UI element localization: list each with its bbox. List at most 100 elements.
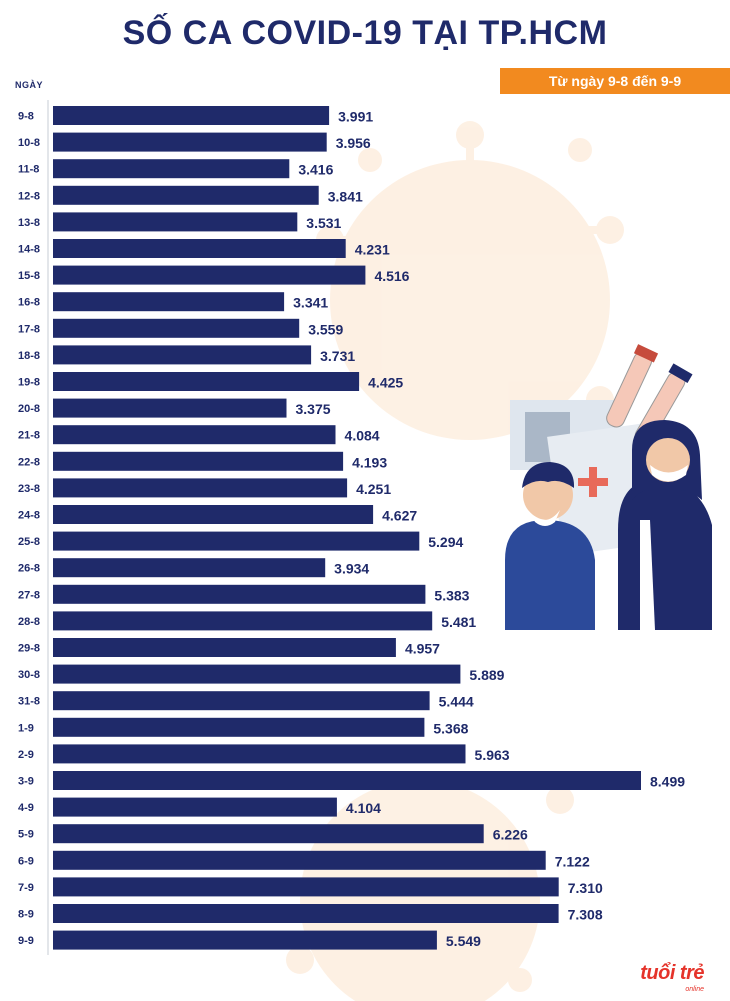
bar-31-8 [53,691,430,711]
tick-label-27-8: 27-8 [18,589,40,601]
tick-label-19-8: 19-8 [18,377,40,389]
tick-label-23-8: 23-8 [18,483,40,495]
tick-label-15-8: 15-8 [18,270,40,282]
tick-label-14-8: 14-8 [18,244,40,256]
chart-title: SỐ CA COVID-19 TẠI TP.HCM [122,14,608,52]
bar-11-8 [53,159,290,179]
data-label-5-9: 6.226 [493,827,528,843]
bar-14-8 [53,239,346,258]
data-label-17-8: 3.559 [308,321,343,337]
bar-7-9 [53,877,559,897]
bar-26-8 [53,558,326,578]
tick-label-31-8: 31-8 [18,696,40,708]
data-label-21-8: 4.084 [345,428,380,444]
data-label-22-8: 4.193 [352,454,387,470]
bar-22-8 [53,451,344,471]
bar-1-9 [53,717,425,737]
tick-label-22-8: 22-8 [18,456,40,468]
bar-27-8 [53,584,426,604]
tick-label-28-8: 28-8 [18,616,40,628]
data-label-4-9: 4.104 [346,800,381,816]
data-label-18-8: 3.731 [320,348,355,364]
tick-label-29-8: 29-8 [18,643,40,655]
data-label-11-8: 3.416 [298,162,333,178]
bar-20-8 [53,398,287,418]
tick-label-30-8: 30-8 [18,669,40,681]
data-label-8-9: 7.308 [568,907,603,923]
bar-9-9 [53,930,437,950]
tick-label-26-8: 26-8 [18,563,40,575]
data-label-24-8: 4.627 [382,508,417,524]
tick-label-13-8: 13-8 [18,217,40,229]
data-label-31-8: 5.444 [439,694,474,710]
tick-label-7-9: 7-9 [18,882,34,894]
tick-label-24-8: 24-8 [18,510,40,522]
data-label-1-9: 5.368 [433,720,468,736]
bar-2-9 [53,744,466,764]
data-label-14-8: 4.231 [355,242,390,258]
data-label-6-9: 7.122 [555,853,590,869]
tick-label-20-8: 20-8 [18,403,40,415]
tick-label-9-8: 9-8 [18,111,34,123]
data-label-26-8: 3.934 [334,561,369,577]
bar-19-8 [53,372,360,391]
data-label-3-9: 8.499 [650,774,685,790]
data-label-15-8: 4.516 [374,268,409,284]
bar-17-8 [53,318,300,338]
bar-29-8 [53,638,396,657]
bar-9-8 [53,106,330,125]
y-axis-label: NGÀY [15,80,44,90]
data-label-23-8: 4.251 [356,481,391,497]
data-label-16-8: 3.341 [293,295,328,311]
tick-label-5-9: 5-9 [18,829,34,841]
bar-21-8 [53,425,336,445]
tick-label-3-9: 3-9 [18,776,34,788]
date-range-badge: Từ ngày 9-8 đến 9-9 [500,68,730,94]
tick-label-8-9: 8-9 [18,909,34,921]
bar-3-9 [53,771,641,790]
bar-13-8 [53,212,298,232]
data-label-9-9: 5.549 [446,933,481,949]
data-label-27-8: 5.383 [434,587,469,603]
bar-18-8 [53,345,312,365]
data-label-9-8: 3.991 [338,109,373,125]
tick-label-16-8: 16-8 [18,297,40,309]
bar-12-8 [53,185,319,205]
tick-label-11-8: 11-8 [18,164,39,176]
bar-15-8 [53,265,366,285]
data-label-19-8: 4.425 [368,375,403,391]
tick-label-4-9: 4-9 [18,802,34,814]
tick-label-6-9: 6-9 [18,855,34,867]
data-label-29-8: 4.957 [405,641,440,657]
data-label-10-8: 3.956 [336,135,371,151]
bar-25-8 [53,531,420,551]
tick-label-18-8: 18-8 [18,350,40,362]
data-label-20-8: 3.375 [295,401,330,417]
people-illustration [505,344,712,630]
bar-24-8 [53,505,374,524]
tick-label-17-8: 17-8 [18,323,40,335]
data-label-13-8: 3.531 [306,215,341,231]
tick-label-10-8: 10-8 [18,137,40,149]
data-label-12-8: 3.841 [328,188,363,204]
tick-label-21-8: 21-8 [18,430,40,442]
tuoi-tre-logo-online: online [685,986,704,993]
tick-label-9-9: 9-9 [18,935,34,947]
bar-6-9 [53,850,546,870]
tick-label-25-8: 25-8 [18,536,40,548]
data-label-28-8: 5.481 [441,614,476,630]
tick-label-2-9: 2-9 [18,749,34,761]
data-label-2-9: 5.963 [475,747,510,763]
data-label-25-8: 5.294 [428,534,463,550]
data-label-30-8: 5.889 [469,667,504,683]
data-label-7-9: 7.310 [568,880,603,896]
bar-10-8 [53,132,327,152]
tuoi-tre-logo: tuổi trẻ [640,962,704,984]
bar-8-9 [53,904,559,923]
bar-28-8 [53,611,433,631]
bar-30-8 [53,664,461,684]
tick-label-12-8: 12-8 [18,190,40,202]
tick-label-1-9: 1-9 [18,722,34,734]
bar-5-9 [53,824,484,844]
